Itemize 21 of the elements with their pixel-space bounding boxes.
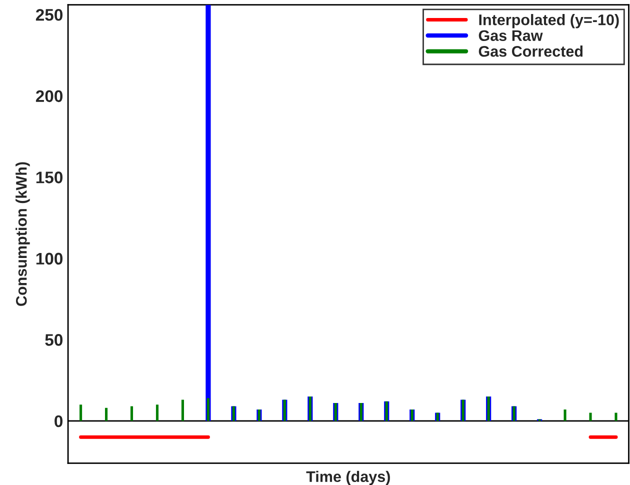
bar [614,412,618,421]
legend-label: Gas Raw [478,30,543,42]
y-tick-label: 250 [36,9,62,21]
bar [156,404,159,421]
y-tick-label: 150 [36,172,62,184]
bar [181,400,184,421]
bar [589,412,592,421]
y-axis-title: Consumption (kWh) [16,162,30,306]
bar [564,410,566,421]
legend-label: Interpolated (y=-10) [479,14,619,28]
y-tick-label: 100 [36,252,62,265]
y-tick-label: 50 [45,334,62,346]
y-tick-label: 0 [54,415,62,428]
bar [130,406,134,421]
y-tick-label: 200 [36,90,62,102]
bar [206,398,210,421]
bar [80,404,82,421]
bar [206,4,211,421]
bar [104,408,108,421]
legend-label: Gas Corrected [478,46,583,57]
x-axis-title: Time (days) [306,470,390,485]
